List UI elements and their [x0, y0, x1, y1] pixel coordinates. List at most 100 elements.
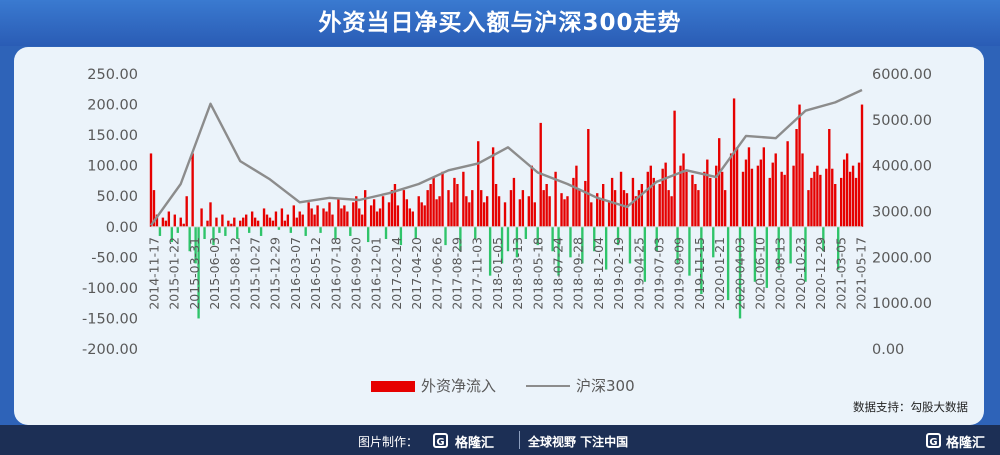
inflow-bar — [399, 226, 403, 246]
credit-label: 图片制作： — [358, 435, 419, 449]
inflow-bar — [325, 211, 328, 227]
chart-panel: 250.00 200.00 150.00 100.00 50.00 0.00 -50.00 -… — [14, 47, 984, 425]
inflow-bar — [444, 226, 447, 246]
inflow-bar — [346, 211, 349, 227]
inflow-bar — [340, 208, 343, 227]
data-source: 数据支持：勾股大数据 — [853, 400, 968, 414]
inflow-bar — [503, 202, 507, 227]
inflow-bar — [337, 199, 340, 227]
right-tick-label: 1000.00 — [872, 296, 932, 312]
corner-logo-icon: G — [926, 433, 941, 448]
inflow-bar — [245, 214, 248, 227]
inflow-bar — [527, 196, 530, 227]
inflow-bar — [831, 168, 834, 227]
inflow-bar — [613, 190, 617, 227]
x-tick-label: 2015-12-29 — [268, 237, 283, 310]
inflow-bar — [155, 214, 159, 227]
inflow-bar — [247, 226, 251, 233]
inflow-bar — [313, 214, 316, 227]
inflow-bar — [230, 223, 233, 227]
inflow-bar — [420, 202, 423, 227]
inflow-bar — [628, 226, 632, 264]
left-tick-label: 200.00 — [87, 98, 138, 114]
x-tick-label: 2018-07-24 — [551, 237, 566, 310]
inflow-bar — [798, 104, 801, 227]
left-tick-label: 250.00 — [87, 67, 138, 83]
inflow-bar — [218, 226, 221, 233]
inflow-bar — [268, 217, 272, 227]
inflow-bar — [417, 196, 420, 227]
inflow-bar — [271, 220, 275, 227]
x-tick-label: 2017-04-20 — [409, 237, 424, 310]
inflow-bar — [581, 226, 584, 264]
inflow-bar — [491, 147, 495, 227]
inflow-bar — [197, 226, 200, 319]
x-tick-label: 2018-09-28 — [571, 237, 586, 310]
x-tick-label: 2019-07-03 — [652, 237, 667, 310]
inflow-bar — [676, 226, 679, 264]
inflow-bar — [729, 153, 733, 227]
inflow-bar — [768, 177, 771, 227]
inflow-bar — [774, 153, 777, 227]
inflow-bar — [590, 202, 593, 227]
inflow-bar — [679, 165, 682, 227]
inflow-bar — [825, 168, 828, 227]
inflow-bar — [807, 190, 810, 227]
inflow-bar — [375, 211, 379, 227]
inflow-bar — [304, 226, 307, 236]
inflow-bar — [474, 226, 477, 239]
inflow-bar — [604, 226, 608, 270]
inflow-bar — [783, 174, 786, 227]
inflow-bar — [447, 190, 450, 227]
inflow-bar — [712, 226, 715, 258]
inflow-bar — [718, 138, 721, 227]
inflow-bar — [616, 226, 620, 246]
inflow-bar — [456, 184, 459, 227]
inflow-bar — [355, 196, 358, 227]
inflow-bar — [810, 177, 813, 227]
inflow-bar — [369, 205, 373, 227]
inflow-bar — [786, 141, 789, 227]
inflow-bar — [750, 168, 754, 227]
inflow-bar — [661, 168, 664, 227]
inflow-bar — [161, 217, 165, 227]
inflow-bar — [715, 165, 718, 227]
inflow-bar — [242, 217, 245, 227]
inflow-bar — [622, 190, 626, 227]
corner-brand: 格隆汇 — [946, 436, 986, 451]
inflow-bar — [801, 153, 804, 227]
inflow-bar — [584, 180, 587, 227]
inflow-bar — [414, 226, 417, 239]
footer-divider — [519, 431, 520, 449]
credit-brand: 格隆汇 — [455, 436, 495, 451]
inflow-bar — [221, 214, 224, 227]
inflow-bar — [819, 174, 822, 227]
inflow-bar — [352, 202, 355, 227]
inflow-bar — [194, 226, 197, 264]
inflow-bar — [512, 177, 516, 227]
inflow-bar — [381, 196, 385, 227]
inflow-bar — [834, 184, 837, 227]
inflow-bar — [837, 226, 840, 270]
slogan: 全球视野 下注中国 — [528, 435, 629, 449]
x-tick-label: 2020-12-29 — [813, 237, 828, 310]
x-tick-label: 2017-08-29 — [450, 237, 465, 310]
inflow-bar — [563, 199, 566, 227]
x-tick-label: 2019-02-19 — [611, 237, 626, 310]
inflow-bar — [848, 171, 852, 227]
inflow-bar — [191, 153, 194, 227]
inflow-bar — [545, 184, 548, 227]
inflow-bar — [706, 159, 709, 227]
inflow-bar — [634, 196, 638, 227]
inflow-bar — [176, 226, 179, 233]
inflow-bar — [411, 211, 414, 227]
inflow-bar — [619, 171, 623, 227]
inflow-bar — [536, 226, 539, 246]
inflow-bar — [316, 205, 319, 227]
inflow-bar — [530, 165, 533, 227]
inflow-bar — [292, 205, 295, 227]
inflow-bar — [372, 199, 376, 227]
left-tick-label: 50.00 — [96, 189, 138, 205]
inflow-bar — [295, 217, 298, 227]
inflow-bar — [637, 190, 641, 227]
